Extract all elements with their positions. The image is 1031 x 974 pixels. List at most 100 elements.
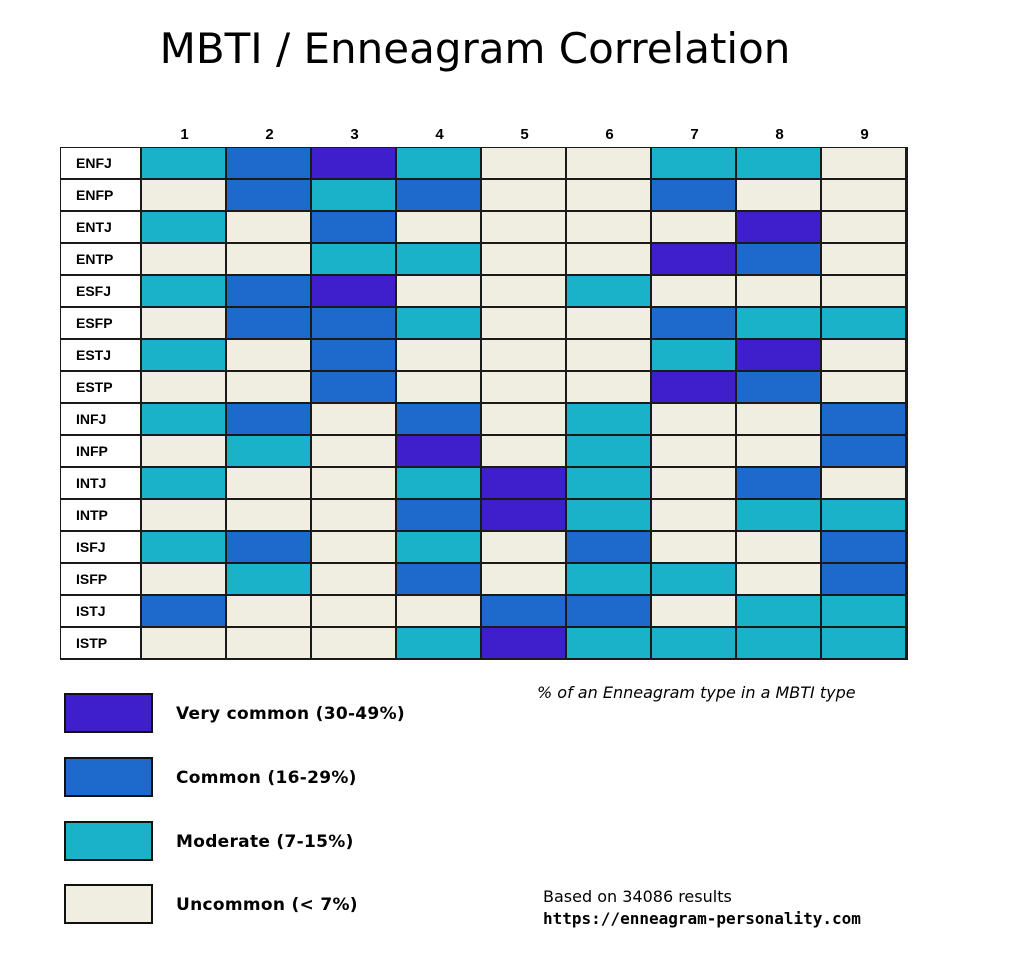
heatmap-cell xyxy=(822,564,905,594)
heatmap-cell xyxy=(567,276,650,306)
heatmap-cell xyxy=(312,180,395,210)
heatmap-cell xyxy=(227,340,310,370)
heatmap-cell xyxy=(142,596,225,626)
row-label: ESFJ xyxy=(61,276,140,306)
heatmap-cell xyxy=(397,308,480,338)
heatmap-cell xyxy=(737,436,820,466)
heatmap-cell xyxy=(482,212,565,242)
source-url: https://enneagram-personality.com xyxy=(543,909,861,928)
heatmap-cell xyxy=(652,564,735,594)
heatmap-cell xyxy=(567,212,650,242)
legend-swatch xyxy=(64,821,153,861)
heatmap-cell xyxy=(567,244,650,274)
column-header: 2 xyxy=(265,126,274,143)
heatmap-cell xyxy=(652,276,735,306)
heatmap-cell xyxy=(737,276,820,306)
heatmap-cell xyxy=(737,596,820,626)
row-label: ESFP xyxy=(61,308,140,338)
column-header: 3 xyxy=(350,126,359,143)
heatmap-cell xyxy=(652,372,735,402)
heatmap-cell xyxy=(822,212,905,242)
heatmap-cell xyxy=(312,596,395,626)
heatmap-cell xyxy=(737,180,820,210)
heatmap-cell xyxy=(737,308,820,338)
heatmap-cell xyxy=(737,372,820,402)
heatmap-cell xyxy=(567,148,650,178)
heatmap-cell xyxy=(652,404,735,434)
heatmap-cell xyxy=(312,500,395,530)
heatmap-cell xyxy=(482,500,565,530)
heatmap-cell xyxy=(652,308,735,338)
heatmap-cell xyxy=(482,308,565,338)
heatmap-cell xyxy=(652,212,735,242)
row-label: ESTJ xyxy=(61,340,140,370)
heatmap-cell xyxy=(397,628,480,658)
heatmap-cell xyxy=(822,532,905,562)
heatmap-cell xyxy=(227,564,310,594)
row-label: ENFP xyxy=(61,180,140,210)
heatmap-cell xyxy=(567,436,650,466)
heatmap-cell xyxy=(737,468,820,498)
heatmap-cell xyxy=(227,500,310,530)
heatmap-cell xyxy=(142,436,225,466)
heatmap-cell xyxy=(227,468,310,498)
column-header: 6 xyxy=(605,126,614,143)
legend-swatch xyxy=(64,757,153,797)
column-header: 9 xyxy=(860,126,869,143)
heatmap-cell xyxy=(652,180,735,210)
row-label: ISFP xyxy=(61,564,140,594)
heatmap-cell xyxy=(737,564,820,594)
heatmap-cell xyxy=(397,372,480,402)
column-header: 5 xyxy=(520,126,529,143)
heatmap-cell xyxy=(822,340,905,370)
column-header: 7 xyxy=(690,126,699,143)
heatmap-cell xyxy=(822,436,905,466)
heatmap-cell xyxy=(822,628,905,658)
heatmap-cell xyxy=(227,276,310,306)
row-label: INTP xyxy=(61,500,140,530)
heatmap-cell xyxy=(397,244,480,274)
heatmap-cell xyxy=(567,628,650,658)
heatmap-cell xyxy=(822,404,905,434)
heatmap-cell xyxy=(312,148,395,178)
heatmap-cell xyxy=(567,340,650,370)
heatmap-cell xyxy=(567,468,650,498)
legend-label: Uncommon (< 7%) xyxy=(176,895,358,915)
row-label: INFP xyxy=(61,436,140,466)
heatmap-cell xyxy=(397,564,480,594)
heatmap-cell xyxy=(227,308,310,338)
chart-subtitle: % of an Enneagram type in a MBTI type xyxy=(537,683,856,702)
heatmap-cell xyxy=(737,148,820,178)
legend-label: Very common (30-49%) xyxy=(176,704,405,724)
heatmap-cell xyxy=(822,596,905,626)
heatmap-cell xyxy=(652,628,735,658)
column-header: 4 xyxy=(435,126,444,143)
row-label: ESTP xyxy=(61,372,140,402)
heatmap-cell xyxy=(397,532,480,562)
legend-label: Moderate (7-15%) xyxy=(176,832,354,852)
heatmap-cell xyxy=(652,148,735,178)
heatmap-cell xyxy=(142,244,225,274)
heatmap-cell xyxy=(822,308,905,338)
heatmap-cell xyxy=(567,180,650,210)
heatmap-cell xyxy=(312,372,395,402)
row-label: ISTJ xyxy=(61,596,140,626)
heatmap-cell xyxy=(567,564,650,594)
heatmap-cell xyxy=(652,340,735,370)
heatmap-cell xyxy=(482,244,565,274)
heatmap-cell xyxy=(482,148,565,178)
heatmap-cell xyxy=(397,276,480,306)
heatmap-cell xyxy=(482,628,565,658)
heatmap-cell xyxy=(397,404,480,434)
heatmap-cell xyxy=(737,404,820,434)
heatmap-cell xyxy=(567,500,650,530)
heatmap-cell xyxy=(397,212,480,242)
based-on-text: Based on 34086 results xyxy=(543,887,732,906)
heatmap-cell xyxy=(567,596,650,626)
row-label: ISFJ xyxy=(61,532,140,562)
heatmap-cell xyxy=(482,468,565,498)
heatmap-cell xyxy=(227,404,310,434)
heatmap-cell xyxy=(737,532,820,562)
heatmap-cell xyxy=(397,596,480,626)
heatmap-cell xyxy=(312,340,395,370)
